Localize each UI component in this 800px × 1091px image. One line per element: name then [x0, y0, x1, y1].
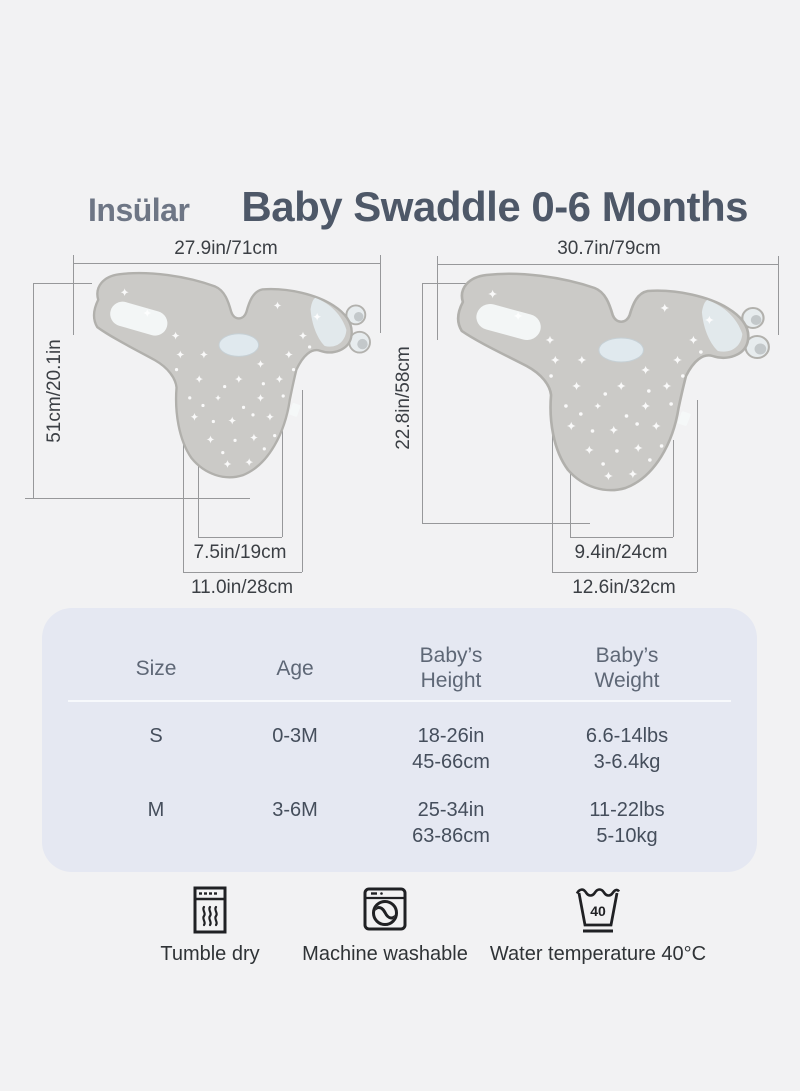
care-label: Machine washable [302, 943, 468, 965]
dim-inner-width-label: 7.5in/19cm [193, 542, 287, 563]
tumble-dry-icon [193, 886, 227, 934]
swaddle-illustration-m [448, 264, 788, 509]
dim-width-label: 30.7in/79cm [557, 238, 661, 259]
dim-line [302, 390, 303, 572]
cell-size: M [147, 799, 165, 821]
water-temp-value: 40 [590, 903, 606, 919]
care-label: Tumble dry [160, 943, 260, 965]
cell-age: 3-6M [272, 799, 318, 821]
page-header: Insülar Baby Swaddle 0-6 Months [88, 183, 788, 231]
table-header-height: Baby’s Height [419, 644, 483, 692]
dim-line [422, 283, 480, 284]
dim-line [183, 407, 184, 572]
water-temperature-icon: 40 [575, 888, 621, 933]
cell-size: S [149, 725, 163, 747]
dim-line [552, 572, 697, 573]
care-item-tumble-dry: Tumble dry [100, 884, 320, 966]
dim-line [778, 256, 779, 335]
table-divider [68, 700, 731, 702]
dim-line [422, 283, 423, 523]
dim-line [33, 283, 34, 498]
dim-line [422, 523, 590, 524]
dim-line [673, 440, 674, 537]
dim-line [73, 255, 74, 335]
dim-line [25, 498, 250, 499]
table-header-size: Size [135, 656, 177, 680]
dim-line [183, 572, 302, 573]
dim-height-label: 22.8in/58cm [393, 346, 414, 450]
size-table: Size Age Baby’s Height Baby’s Weight S 0… [42, 608, 757, 872]
dim-height-label: 51cm/20.1in [44, 339, 65, 443]
dim-width-label: 27.9in/71cm [174, 238, 278, 259]
page-title: Baby Swaddle 0-6 Months [241, 183, 749, 230]
brand-logo: Insülar [88, 192, 190, 228]
care-label: Water temperature 40°C [489, 943, 707, 965]
care-item-water-temperature: 40 Water temperature 40°C [488, 884, 708, 966]
cell-height: 25-34in 63-86cm [412, 799, 490, 847]
dim-line [697, 400, 698, 572]
dim-line [198, 425, 199, 537]
table-header-weight: Baby’s Weight [594, 644, 660, 692]
dim-inner-width-label: 9.4in/24cm [574, 542, 668, 563]
machine-washable-icon [363, 887, 407, 931]
dim-line [73, 263, 380, 264]
dim-line [437, 264, 778, 265]
dim-outer-width-label: 11.0in/28cm [190, 577, 294, 598]
dim-outer-width-label: 12.6in/32cm [572, 577, 676, 598]
cell-age: 0-3M [272, 725, 318, 747]
dim-line [570, 537, 673, 538]
table-header-age: Age [276, 656, 314, 680]
dim-line [33, 283, 92, 284]
dim-line [570, 440, 571, 537]
cell-weight: 11-22lbs 5-10kg [589, 799, 665, 847]
dim-line [282, 425, 283, 537]
swaddle-illustration-s [85, 262, 387, 497]
dim-line [380, 255, 381, 333]
cell-height: 18-26in 45-66cm [412, 725, 490, 773]
dim-line [552, 415, 553, 572]
cell-weight: 6.6-14lbs 3-6.4kg [585, 725, 669, 773]
dim-line [198, 537, 282, 538]
dim-line [437, 256, 438, 340]
care-item-machine-washable: Machine washable [275, 884, 495, 966]
